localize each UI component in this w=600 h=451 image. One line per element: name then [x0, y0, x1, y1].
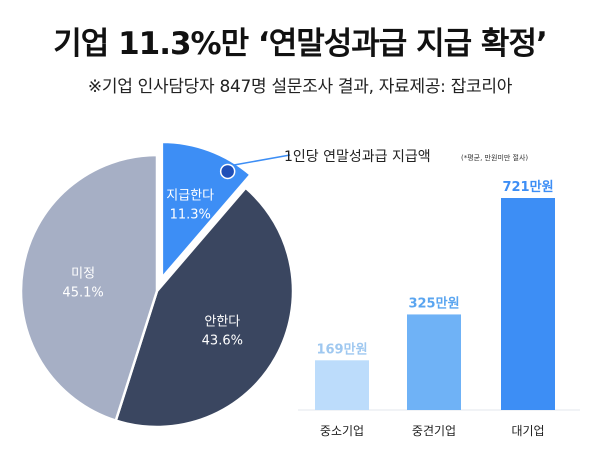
bar-value-mid: 325만원	[408, 295, 459, 311]
bar-category-large: 대기업	[511, 424, 544, 438]
bar-value-small: 169만원	[316, 341, 367, 357]
bar-small	[315, 360, 369, 410]
pie-label-undecided: 미정	[71, 267, 95, 282]
callout-leader-line	[233, 154, 291, 166]
callout-dot	[219, 163, 236, 180]
bar-category-small: 중소기업	[320, 424, 364, 438]
bar-category-mid: 중견기업	[412, 424, 456, 438]
pie-value-pay: 11.3%	[170, 207, 211, 222]
callout-note: (*평균, 만원미만 절사)	[461, 153, 528, 162]
pie-label-pay: 지급한다	[166, 188, 214, 203]
bar-large	[501, 198, 555, 410]
bar-value-large: 721만원	[502, 179, 553, 195]
callout-text: 1인당 연말성과급 지급액	[284, 149, 431, 165]
pie-label-no: 안한다	[204, 314, 240, 329]
pie-value-no: 43.6%	[202, 333, 243, 348]
page-title: 기업 11.3%만 ‘연말성과급 지급 확정’	[53, 26, 548, 62]
pie-value-undecided: 45.1%	[62, 286, 103, 301]
pie-chart: 지급한다 11.3% 안한다 43.6% 미정 45.1%	[19, 140, 295, 429]
page-subtitle: ※기업 인사담당자 847명 설문조사 결과, 자료제공: 잡코리아	[87, 77, 513, 97]
pie-callout: 1인당 연말성과급 지급액 (*평균, 만원미만 절사)	[233, 149, 528, 166]
pie-slice-no	[114, 186, 295, 429]
bar-mid	[407, 314, 461, 410]
pie-slice-undecided	[19, 153, 159, 423]
